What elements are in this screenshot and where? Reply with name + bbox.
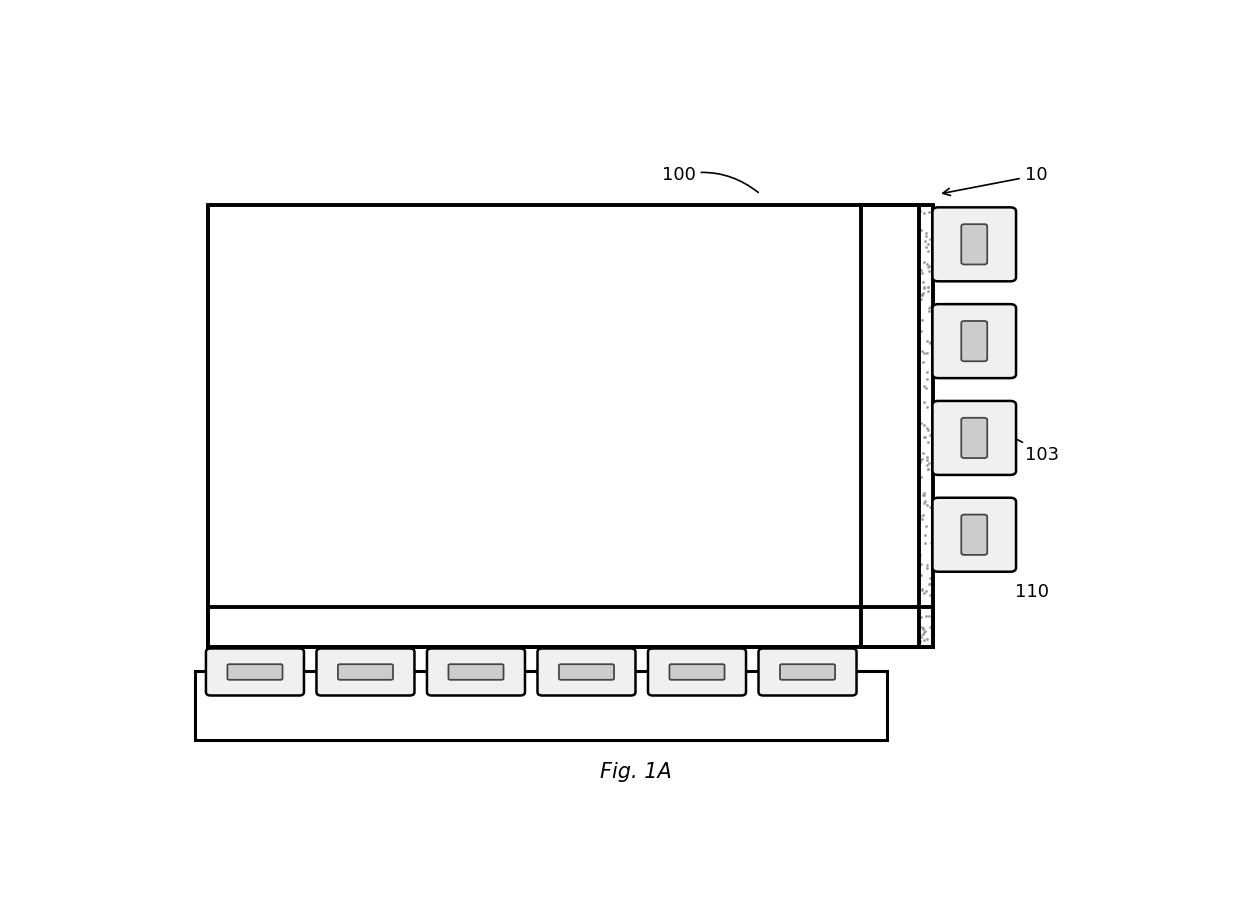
FancyBboxPatch shape (227, 665, 283, 680)
Text: 10: 10 (942, 166, 1048, 196)
FancyBboxPatch shape (961, 515, 987, 555)
FancyBboxPatch shape (649, 648, 746, 695)
Bar (208, 607, 934, 647)
FancyBboxPatch shape (961, 321, 987, 361)
Text: 100: 100 (662, 166, 759, 192)
FancyBboxPatch shape (427, 648, 525, 695)
FancyBboxPatch shape (337, 665, 393, 680)
FancyBboxPatch shape (932, 304, 1016, 378)
FancyBboxPatch shape (316, 648, 414, 695)
FancyBboxPatch shape (759, 648, 857, 695)
FancyBboxPatch shape (206, 648, 304, 695)
FancyBboxPatch shape (537, 648, 635, 695)
Bar (862, 205, 934, 647)
Text: Fig. 1A: Fig. 1A (600, 762, 671, 782)
FancyBboxPatch shape (932, 207, 1016, 281)
Text: 103: 103 (941, 431, 1059, 464)
FancyBboxPatch shape (961, 224, 987, 265)
Bar (208, 205, 919, 647)
FancyBboxPatch shape (932, 401, 1016, 475)
FancyBboxPatch shape (449, 665, 503, 680)
Text: 110: 110 (1016, 583, 1049, 601)
FancyBboxPatch shape (780, 665, 835, 680)
FancyBboxPatch shape (670, 665, 724, 680)
FancyBboxPatch shape (932, 497, 1016, 572)
FancyBboxPatch shape (961, 418, 987, 458)
Bar (196, 672, 888, 741)
FancyBboxPatch shape (559, 665, 614, 680)
